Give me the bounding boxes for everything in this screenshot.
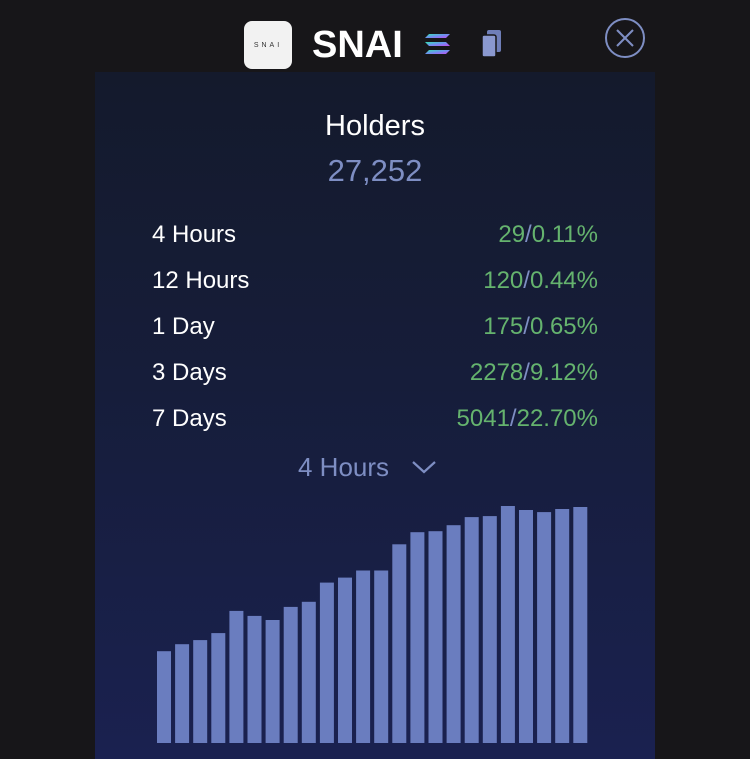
- close-icon[interactable]: [604, 17, 646, 59]
- change-count: 120: [483, 267, 524, 294]
- period-label: 7 Days: [152, 405, 227, 432]
- chart-bar: [446, 525, 461, 743]
- chart-bar: [193, 640, 208, 743]
- change-percent: 9.12%: [529, 359, 598, 386]
- chart-bar: [428, 531, 443, 743]
- chart-bar: [229, 610, 244, 743]
- chart-bar: [338, 577, 352, 743]
- chart-bar: [392, 544, 407, 743]
- separator: /: [523, 359, 530, 386]
- separator: /: [523, 267, 530, 294]
- chart-bar: [555, 509, 570, 743]
- holders-label: Holders: [325, 110, 425, 142]
- chart-bar: [356, 570, 371, 743]
- logo-text: SNAI: [253, 41, 283, 49]
- chart-bar: [519, 510, 533, 743]
- change-count: 29: [498, 221, 526, 248]
- change-percent: 0.44%: [529, 267, 598, 294]
- period-label: 1 Day: [152, 313, 215, 340]
- chart-bar: [410, 532, 425, 743]
- chart-bar: [265, 620, 280, 743]
- period-label: 4 Hours: [152, 221, 237, 248]
- separator: /: [509, 405, 517, 432]
- separator: /: [525, 221, 532, 248]
- change-value: 175/0.65%: [483, 313, 598, 341]
- period-label: 12 Hours: [152, 267, 250, 294]
- change-row: 3 Days 2278/9.12%: [152, 350, 598, 396]
- token-header: SNAI SNAI: [0, 0, 750, 90]
- chart-bar: [319, 582, 334, 743]
- chart-bar: [500, 506, 515, 743]
- separator: /: [523, 313, 530, 340]
- chevron-down-icon: [412, 461, 436, 474]
- change-row: 7 Days 5041/22.70%: [152, 396, 598, 442]
- change-percent: 0.65%: [529, 313, 598, 340]
- change-row: 1 Day 175/0.65%: [152, 304, 598, 350]
- period-label: 3 Days: [152, 359, 227, 386]
- change-row: 12 Hours 120/0.44%: [152, 258, 598, 304]
- chart-bar: [482, 516, 497, 743]
- chart-bar: [247, 615, 262, 743]
- change-value: 2278/9.12%: [470, 359, 598, 387]
- change-percent: 0.11%: [531, 221, 598, 248]
- copy-icon[interactable]: [481, 29, 503, 59]
- change-value: 5041/22.70%: [457, 405, 598, 433]
- chart-bar: [211, 633, 226, 743]
- chart-bar: [157, 651, 171, 743]
- change-value: 120/0.44%: [483, 267, 598, 295]
- period-dropdown[interactable]: 4 Hours: [298, 450, 437, 484]
- change-count: 5041: [456, 405, 510, 432]
- token-name: SNAI: [312, 24, 403, 66]
- change-value: 29/0.11%: [498, 221, 598, 249]
- period-dropdown-label: 4 Hours: [298, 451, 390, 482]
- chart-bar: [301, 601, 316, 743]
- change-count: 2278: [469, 359, 524, 386]
- chart-bar: [283, 606, 298, 743]
- change-row: 4 Hours 29/0.11%: [152, 212, 598, 258]
- chart-bar: [175, 644, 190, 743]
- chart-bar: [573, 507, 588, 743]
- change-percent: 22.70%: [516, 405, 598, 432]
- chart-bar: [464, 517, 479, 743]
- token-logo: SNAI: [244, 21, 292, 69]
- chart-bar: [537, 512, 552, 743]
- solana-icon: [425, 34, 450, 54]
- chart-bar: [374, 570, 389, 743]
- holder-change-list: 4 Hours 29/0.11% 12 Hours 120/0.44% 1 Da…: [152, 212, 598, 442]
- holders-count: 27,252: [327, 153, 423, 188]
- change-count: 175: [483, 313, 524, 340]
